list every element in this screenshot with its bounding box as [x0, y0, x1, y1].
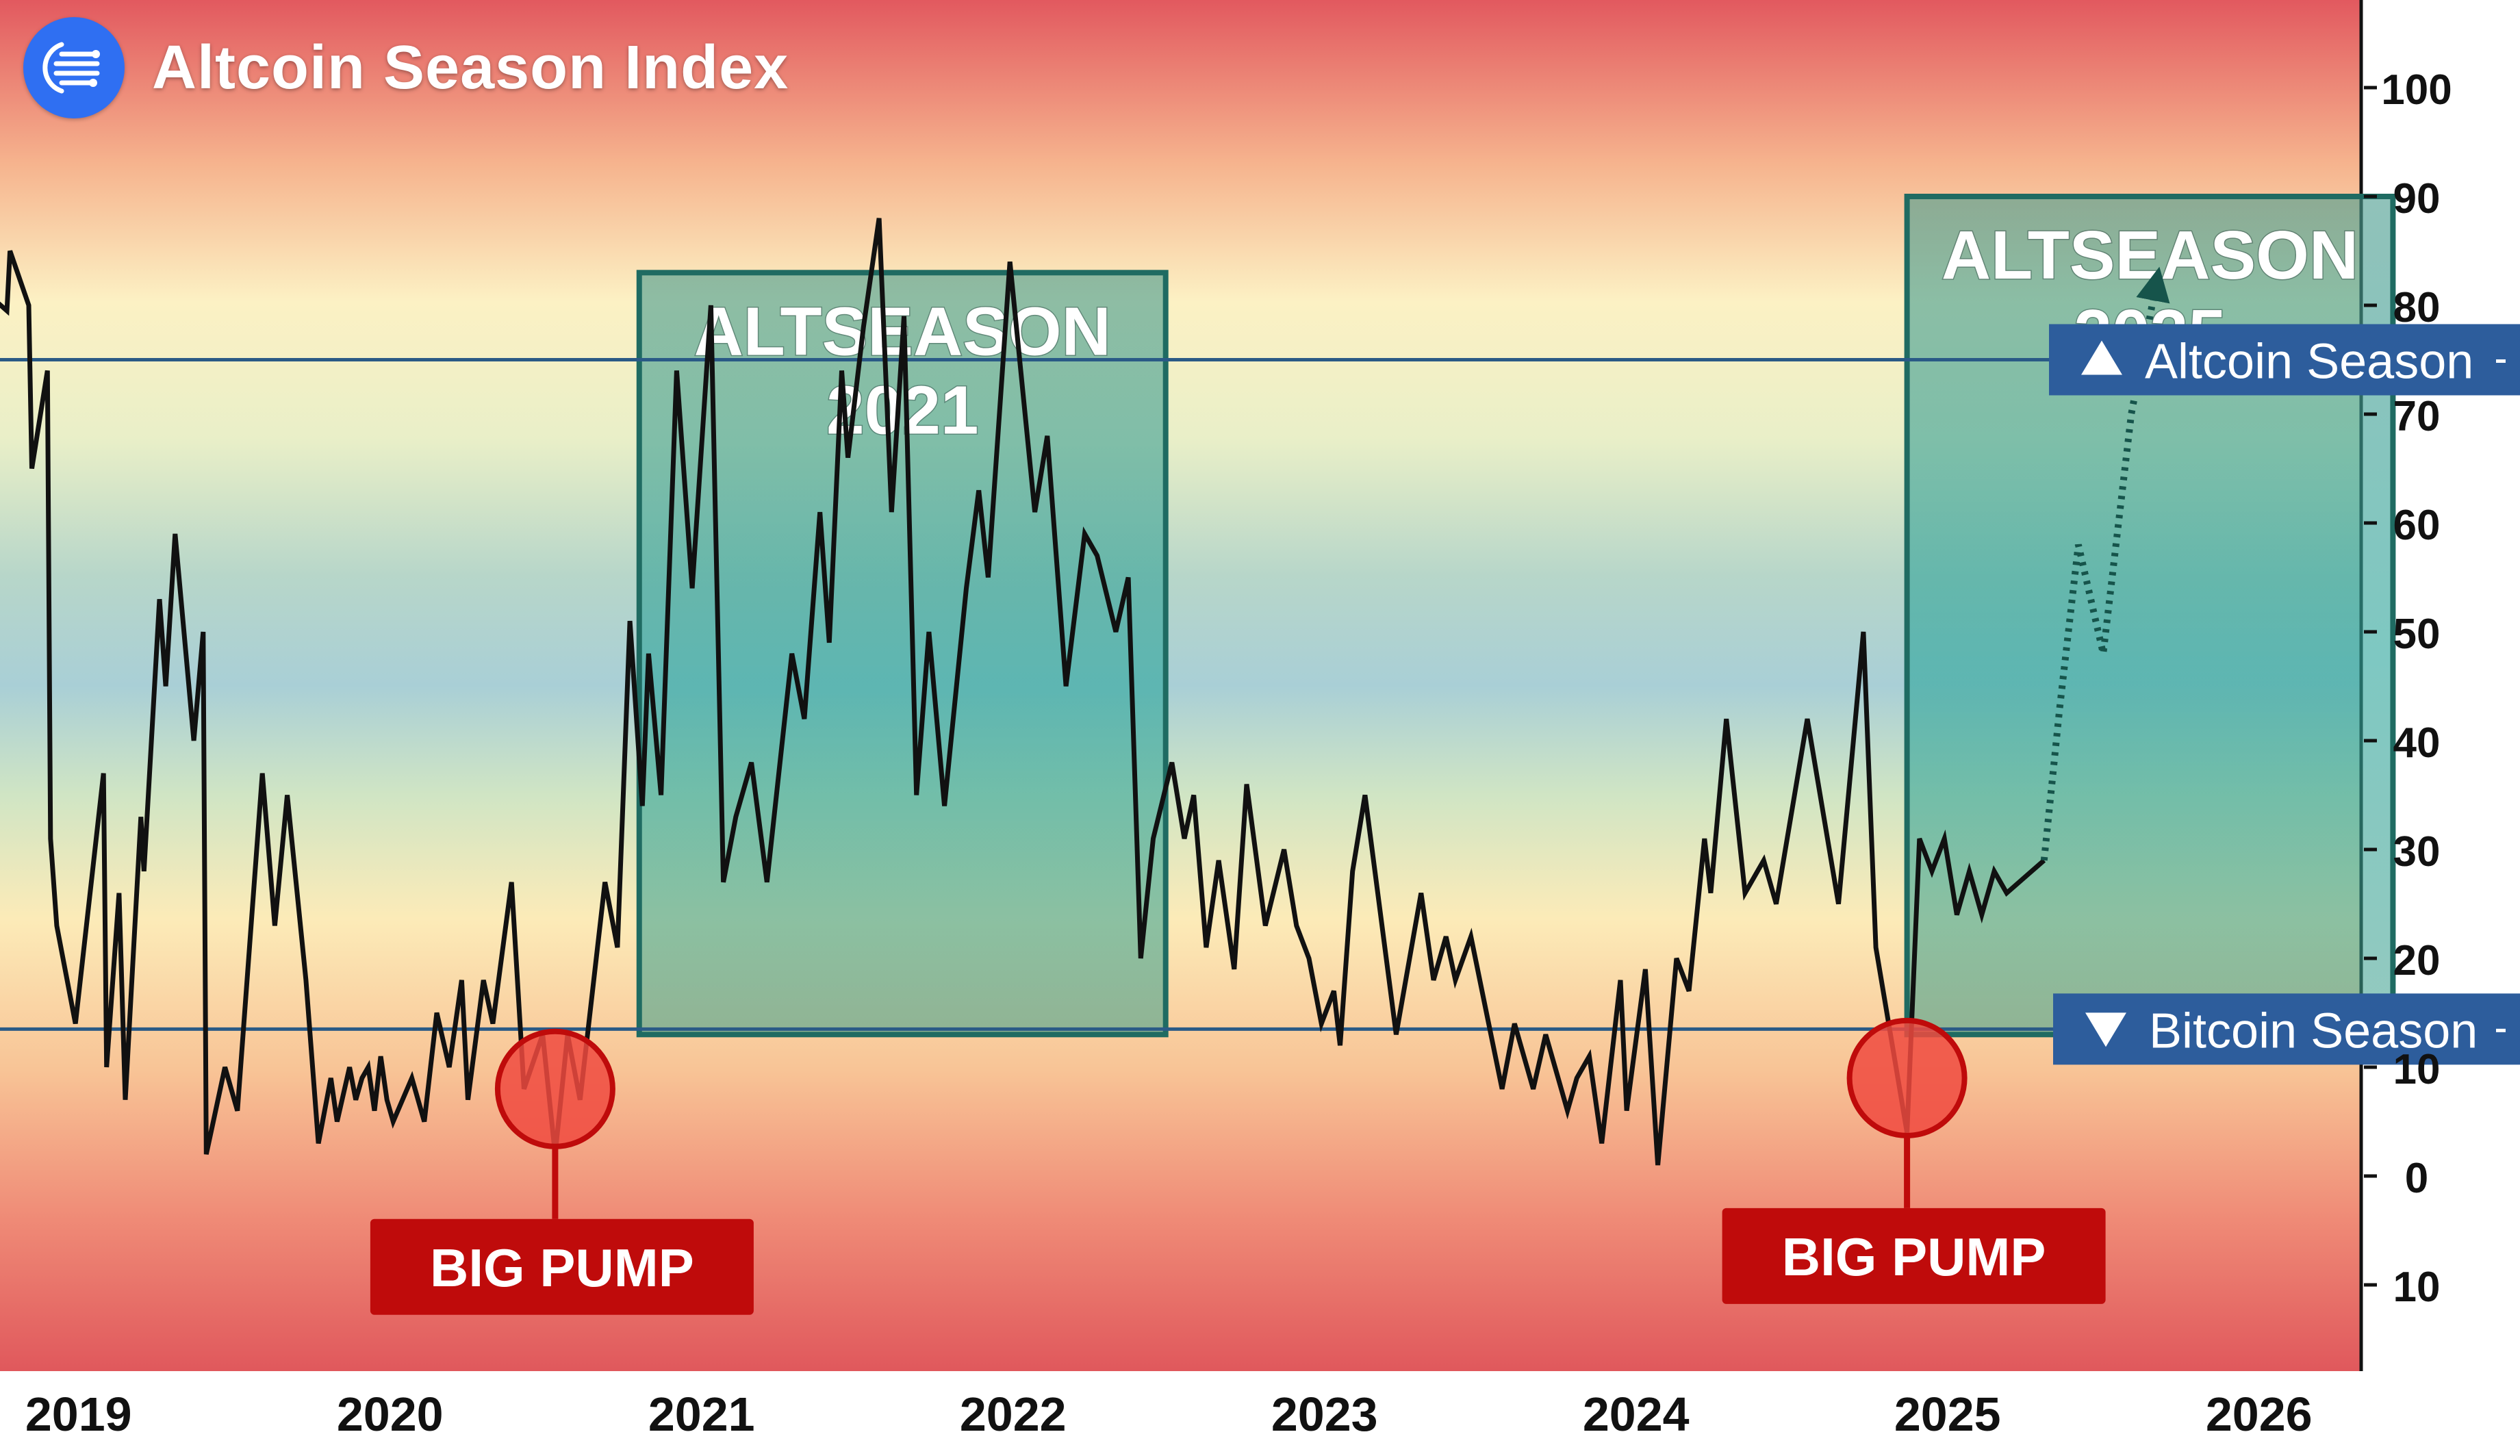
triangle-up-icon	[2081, 340, 2122, 375]
y-tick-label: 10	[2393, 1046, 2441, 1093]
altseason-box-title: ALTSEASON	[1942, 217, 2358, 294]
y-tick-label: 70	[2393, 393, 2441, 440]
pump-label: BIG PUMP	[1782, 1227, 2046, 1287]
threshold-badge-label: Bitcoin Season	[2149, 1004, 2478, 1058]
x-tick-label: 2020	[337, 1388, 444, 1441]
pump-label-box	[1722, 1208, 2106, 1304]
y-tick-label: 30	[2393, 828, 2441, 876]
y-tick-label: 100	[2381, 66, 2452, 114]
x-tick-label: 2026	[2206, 1388, 2313, 1441]
y-tick-label: 50	[2393, 611, 2441, 658]
x-tick-label: 2021	[648, 1388, 755, 1441]
index-line	[0, 218, 2046, 1166]
y-tick-label: 40	[2393, 719, 2441, 767]
x-tick-label: 2019	[25, 1388, 132, 1441]
pump-marker	[1846, 1017, 1968, 1138]
x-axis-ticks: 2019 2020 2021 2022 2023 2024 2025 2026	[25, 1388, 2313, 1441]
triangle-down-icon	[2085, 1012, 2126, 1047]
x-tick-label: 2022	[960, 1388, 1067, 1441]
pump-label: BIG PUMP	[430, 1238, 694, 1298]
x-axis-strip	[0, 1371, 2520, 1456]
y-tick-label: 10	[2393, 1264, 2441, 1311]
threshold-badge	[2049, 324, 2520, 396]
y-tick-label: 20	[2393, 937, 2441, 984]
chart-header: Altcoin Season Index	[23, 16, 789, 119]
antenna-lines-icon	[23, 17, 125, 118]
y-tick-label: 0	[2405, 1155, 2428, 1202]
pump-callouts: BIG PUMP BIG PUMP	[370, 1017, 2106, 1315]
y-tick-label: 90	[2393, 175, 2441, 222]
chart-title: Altcoin Season Index	[152, 33, 789, 102]
y-tick-label: 80	[2393, 284, 2441, 331]
threshold-badge	[2053, 993, 2520, 1065]
x-tick-label: 2025	[1894, 1388, 2001, 1441]
pump-label-box	[370, 1218, 754, 1315]
threshold-badge-label: Altcoin Season	[2145, 335, 2473, 389]
x-tick-label: 2023	[1271, 1388, 1378, 1441]
y-tick-label: 60	[2393, 502, 2441, 549]
altseason-box	[636, 270, 1169, 1038]
threshold-badges: Altcoin Season Bitcoin Season	[2049, 324, 2520, 1065]
pump-marker	[494, 1028, 615, 1149]
threshold-lines	[0, 358, 2361, 1031]
x-tick-label: 2024	[1583, 1388, 1690, 1441]
altseason-boxes: ALTSEASON2021ALTSEASON2025	[636, 194, 2396, 1038]
